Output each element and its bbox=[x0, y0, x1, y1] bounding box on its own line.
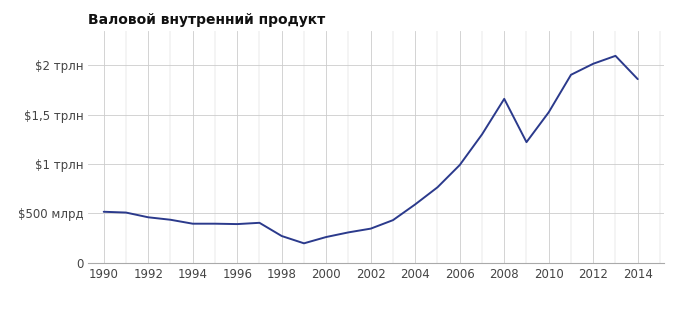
Text: Валовой внутренний продукт: Валовой внутренний продукт bbox=[88, 13, 325, 27]
